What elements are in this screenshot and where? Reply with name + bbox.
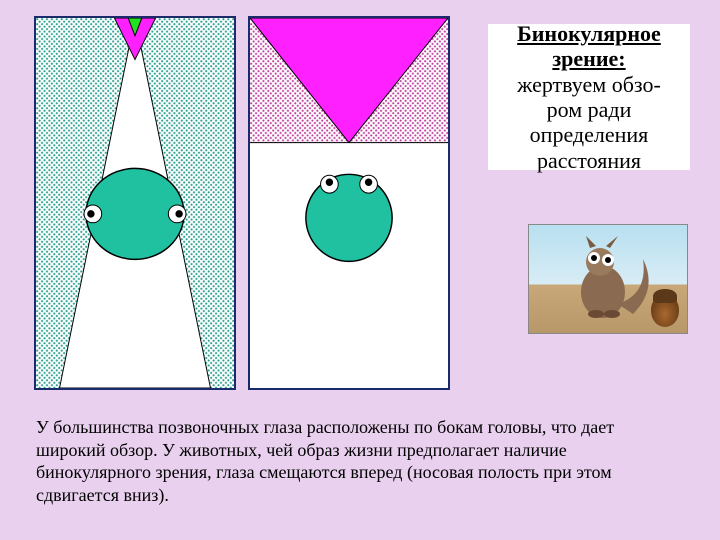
scrat-photo [528,224,688,334]
title-rest: жертвуем обзо-ром радиопределениярасстоя… [517,72,661,173]
frontal-eye-right [360,175,378,193]
title-line-1: Бинокулярное [517,21,661,46]
squirrel-icon [548,234,668,324]
diagram-lateral-vision [34,16,236,390]
diagram-frontal-vision [248,16,450,390]
frontal-eye-left [321,175,339,193]
frontal-head [306,174,392,261]
acorn-icon [651,295,679,327]
title-line-2: зрение: [552,46,625,71]
title-box: Бинокулярное зрение: жертвуем обзо-ром р… [488,24,690,170]
body-paragraph: У большинства позвоночных глаза располож… [36,416,676,506]
lateral-eye-right [168,205,186,223]
lateral-eye-left [84,205,102,223]
